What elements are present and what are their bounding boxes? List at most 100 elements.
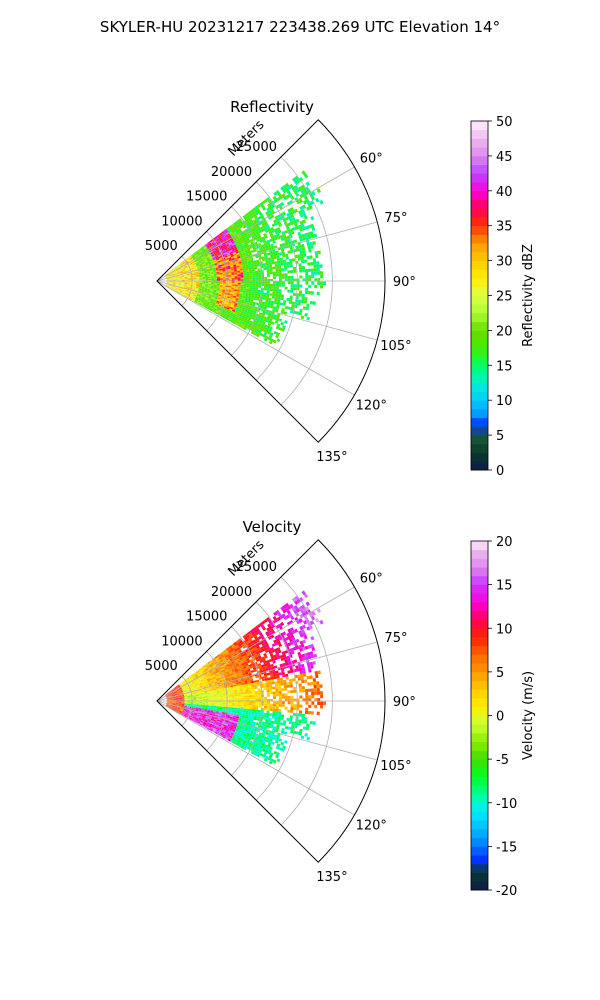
data-cell [242,710,246,713]
data-cell [225,678,229,681]
data-cell [169,279,173,280]
data-cell [184,277,188,279]
data-cell [206,687,210,690]
data-cell [204,719,208,722]
data-cell [193,703,197,705]
data-cell [174,693,178,696]
data-cell [189,676,192,679]
data-cell [219,238,223,242]
data-cell [204,672,208,676]
data-cell [183,684,187,687]
data-cell [265,247,269,251]
data-cell [246,300,251,304]
data-cell [255,287,259,290]
data-cell [207,672,211,675]
data-cell [237,272,241,275]
data-cell [288,631,293,636]
data-cell [171,707,174,710]
data-cell [216,679,220,682]
data-cell [213,726,218,730]
data-cell [228,309,232,313]
data-cell [269,233,274,237]
data-cell [181,283,185,285]
data-cell [222,670,226,674]
data-cell [258,657,263,661]
data-cell [240,274,244,276]
data-cell [235,680,239,683]
data-cell [283,656,288,661]
data-cell [266,691,270,695]
data-cell [265,262,269,266]
data-cell [314,271,318,275]
data-cell [212,723,216,726]
data-cell [236,683,240,687]
data-cell [242,640,247,644]
data-cell [257,736,261,740]
data-cell [165,695,169,697]
data-cell [256,653,261,657]
data-cell [238,243,243,247]
data-cell [215,723,219,726]
data-cell [242,237,247,241]
data-cell [208,703,212,705]
data-cell [261,313,266,317]
data-cell [198,718,202,721]
data-cell [271,321,275,325]
data-cell [319,271,323,275]
data-cell [249,303,253,306]
data-cell [267,724,271,728]
data-cell [184,702,188,703]
data-cell [278,284,282,287]
data-cell [181,293,185,296]
data-cell [182,689,186,692]
data-cell [243,693,247,696]
data-cell [218,675,222,679]
data-cell [184,277,188,279]
data-cell [263,233,267,237]
data-cell [284,636,289,641]
data-cell [246,640,251,644]
data-cell [172,701,176,703]
data-cell [270,647,274,651]
data-cell [305,606,310,611]
data-cell [246,658,250,662]
data-cell [166,704,169,707]
data-cell [240,272,244,275]
data-cell [222,288,226,290]
data-cell [205,276,209,279]
data-cell [251,727,255,731]
data-cell [191,710,195,713]
data-cell [204,271,208,274]
data-cell [203,712,207,714]
data-cell [227,311,232,315]
data-cell [222,238,227,241]
data-cell [247,718,251,722]
data-cell [240,706,244,709]
data-cell [193,683,197,686]
data-cell [252,741,256,745]
data-cell [275,693,279,697]
data-cell [177,266,181,269]
data-cell [248,291,252,294]
data-cell [196,295,200,297]
data-cell [166,704,170,706]
data-cell [171,692,174,695]
data-cell [225,679,230,682]
data-cell [204,681,208,684]
data-cell [234,697,238,700]
data-cell [293,287,297,291]
data-cell [284,267,288,271]
data-cell [270,674,274,678]
data-cell [249,747,253,751]
data-cell [186,709,190,712]
data-cell [255,208,260,212]
data-cell [290,709,294,713]
data-cell [204,726,208,729]
data-cell [275,686,279,689]
data-cell [239,710,244,713]
data-cell [241,655,246,659]
data-cell [178,697,182,698]
data-cell [282,609,287,614]
data-cell [195,272,199,274]
data-cell [240,325,244,329]
